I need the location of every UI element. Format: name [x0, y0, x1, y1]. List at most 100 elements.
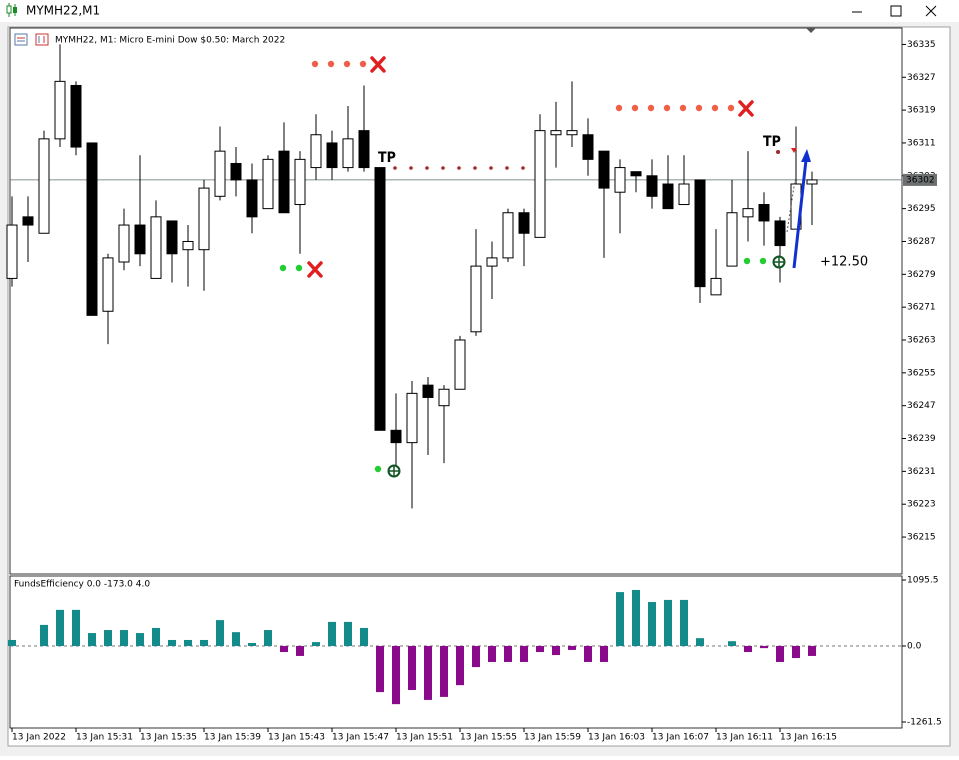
histogram-bar [168, 639, 176, 647]
histogram-bar [296, 646, 304, 656]
histogram-bar [8, 639, 16, 647]
histogram-bar [184, 639, 192, 647]
candle-body [374, 167, 386, 431]
histogram-bar [728, 641, 736, 647]
histogram-bar [808, 646, 816, 656]
candle-body [806, 179, 818, 185]
tp-label: TP [763, 134, 781, 150]
main-plot [9, 27, 903, 575]
y-tick-label: 36335 [907, 40, 936, 50]
histogram-bar [776, 646, 784, 662]
candle-body [550, 130, 562, 136]
last-price-label: 36302 [906, 175, 935, 185]
candle-body [470, 265, 482, 333]
candle-body [726, 212, 738, 267]
histogram-bar [664, 599, 672, 647]
histogram-bar [408, 646, 416, 690]
candle-body [630, 171, 642, 177]
y-tick-label: -1261.5 [907, 718, 942, 728]
profit-label: +12.50 [820, 255, 868, 270]
x-tick-label: 13 Jan 15:35 [140, 733, 197, 743]
candle-body [166, 220, 178, 255]
histogram-bar [136, 633, 144, 647]
x-tick-label: 13 Jan 16:07 [652, 733, 709, 743]
histogram-bar [424, 646, 432, 700]
histogram-bar [680, 599, 688, 647]
candle-body [230, 162, 242, 181]
x-tick-label: 13 Jan 15:59 [524, 733, 581, 743]
candle-body [198, 187, 210, 251]
candle-body [582, 134, 594, 160]
histogram-bar [216, 620, 224, 647]
histogram-bar [40, 624, 48, 647]
histogram-bar [280, 646, 288, 653]
y-tick-label: 36263 [907, 336, 936, 346]
candle-body [22, 216, 34, 226]
candle-body [534, 130, 546, 238]
histogram-bar [568, 646, 576, 650]
y-tick-label: 36327 [907, 73, 936, 83]
maximize-button[interactable] [890, 5, 902, 17]
x-tick-label: 13 Jan 16:11 [716, 733, 773, 743]
y-tick-label: 36271 [907, 303, 936, 313]
y-tick-label: 1095.5 [907, 576, 939, 586]
y-tick-label: 36215 [907, 533, 936, 543]
x-tick-label: 13 Jan 16:15 [780, 733, 837, 743]
shift-marker [806, 28, 816, 33]
histogram-bar [232, 632, 240, 647]
y-tick-label: 36231 [907, 467, 936, 477]
histogram-bar [312, 642, 320, 647]
candle-body [182, 240, 194, 251]
candle-body [214, 150, 226, 197]
title-bar [0, 0, 959, 22]
histogram-bar [632, 589, 640, 647]
histogram-bar [600, 646, 608, 662]
candle-body [54, 80, 66, 140]
candle-body [326, 142, 338, 169]
y-tick-label: 36247 [907, 401, 936, 411]
y-tick-label: 36255 [907, 368, 936, 378]
candle-body [646, 175, 658, 197]
histogram-bar [536, 646, 544, 653]
histogram-bar [104, 630, 112, 647]
indicator-label: FundsEfficiency 0.0 -173.0 4.0 [14, 580, 150, 590]
candle-body [150, 216, 162, 279]
y-tick-label: 36295 [907, 204, 936, 214]
candle-body [678, 183, 690, 206]
trade-markers [279, 56, 811, 478]
histogram-bar [200, 639, 208, 647]
y-tick-label: 36223 [907, 500, 936, 510]
last-price-box [903, 173, 937, 186]
candle-body [246, 179, 258, 218]
y-tick-label: 36279 [907, 270, 936, 280]
candle-body [406, 392, 418, 444]
close-button[interactable] [925, 5, 937, 17]
candle-body [38, 138, 50, 234]
candle-body [422, 384, 434, 398]
candle-body [486, 257, 498, 267]
x-tick-label: 13 Jan 16:03 [588, 733, 645, 743]
histogram-bar [72, 609, 80, 647]
candle-body [710, 277, 722, 296]
histogram-bar [616, 592, 624, 647]
histogram-bar [488, 646, 496, 662]
histogram-bar [504, 646, 512, 662]
candle-body [134, 224, 146, 255]
marks: 36215 36223 36231 36239 36247 36255 36263 36271… [6, 40, 942, 743]
histogram-bar [88, 633, 96, 647]
app-icon [6, 3, 17, 17]
histogram-bar [472, 646, 480, 668]
candle-body [758, 204, 770, 222]
x-tick-label: 13 Jan 15:51 [396, 733, 453, 743]
y-tick-label: 36311 [907, 138, 936, 148]
candle-body [294, 158, 306, 206]
x-tick-label: 13 Jan 15:31 [76, 733, 133, 743]
candle-body [614, 167, 626, 193]
histogram-bar [696, 638, 704, 647]
candle-body [358, 130, 370, 169]
candle-body [118, 224, 130, 263]
symbol-label: MYMH22, M1: Micro E-mini Dow $0.50: Marc… [55, 36, 285, 46]
candle-body [566, 130, 578, 136]
